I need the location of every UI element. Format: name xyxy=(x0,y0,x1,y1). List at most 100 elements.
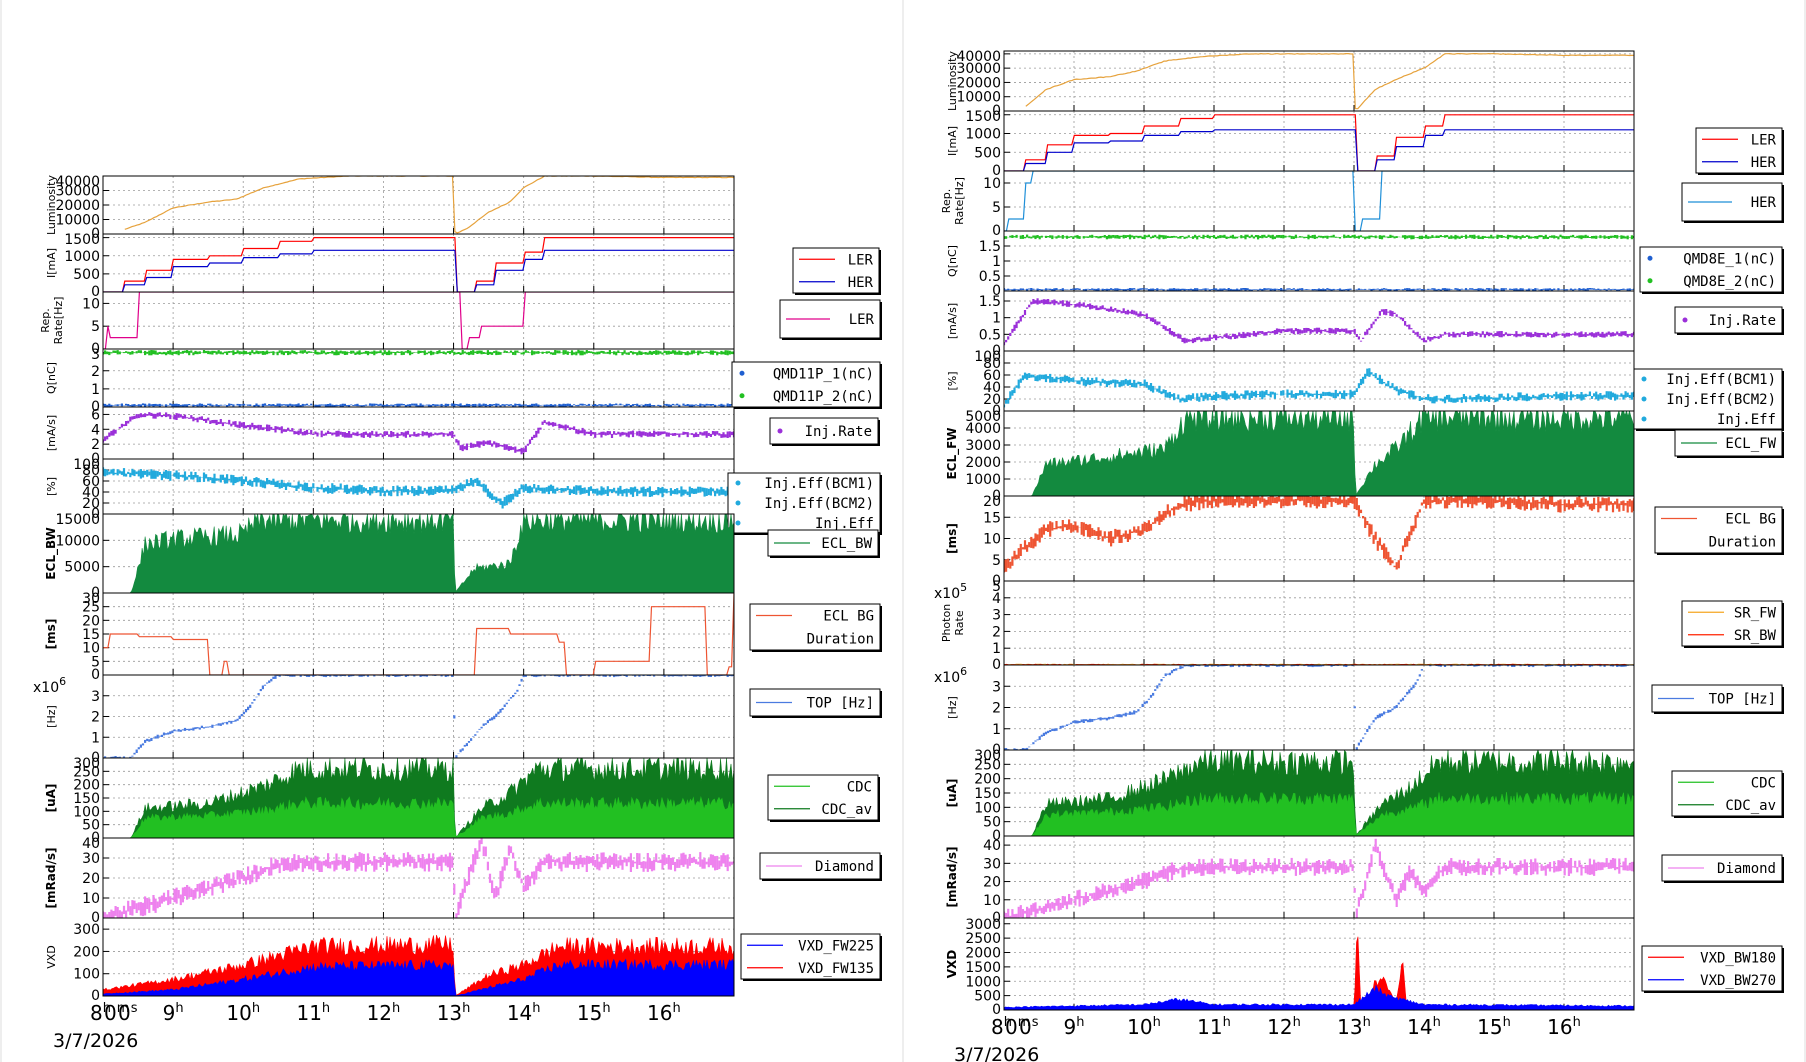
y-tick-label: 500 xyxy=(974,989,1001,1005)
series-eclbg-0 xyxy=(103,593,734,675)
x-tick-label: 10h xyxy=(1127,1015,1161,1039)
y-axis-label: [%] xyxy=(45,477,58,496)
y-tick-label: 4000 xyxy=(965,421,1001,437)
x-tick-label: 0s xyxy=(118,1001,138,1025)
y-tick-label: 1000 xyxy=(64,249,100,265)
y-multiplier: x106 xyxy=(934,665,967,686)
y-axis-label: [mA/s] xyxy=(45,415,58,451)
y-tick-label: 40 xyxy=(983,380,1001,396)
y-tick-label: 0 xyxy=(91,750,100,766)
legend-vxd: VXD_FW225 VXD_FW135 xyxy=(740,933,882,981)
legend-label: Inj.Eff xyxy=(815,516,874,532)
y-tick-label: 100 xyxy=(974,349,1001,365)
panel-frame xyxy=(102,348,735,408)
series-eff-0 xyxy=(103,467,734,509)
series-cdc-1 xyxy=(103,796,734,838)
legend-label: ECL BG xyxy=(1725,512,1776,528)
legend-label: Inj.Eff(BCM1) xyxy=(1666,372,1776,388)
y-tick-label: 2000 xyxy=(965,455,1001,471)
y-tick-label: 20 xyxy=(983,392,1001,408)
y-tick-label: 1 xyxy=(992,254,1001,270)
y-tick-label: 1000 xyxy=(965,974,1001,990)
series-q-1 xyxy=(1004,234,1634,240)
y-tick-label: 0 xyxy=(91,226,100,242)
panel-frame xyxy=(102,917,735,997)
y-axis-label: Rate[Hz] xyxy=(52,297,65,345)
y-axis-label: Rep. xyxy=(39,308,52,332)
series-vxd-1 xyxy=(103,958,734,996)
y-tick-label: 150 xyxy=(73,791,100,807)
y-tick-label: 300 xyxy=(73,756,100,772)
y-tick-label: 15000 xyxy=(55,512,100,528)
legend-label: LER xyxy=(1751,132,1777,148)
y-tick-label: 15 xyxy=(82,627,100,643)
y-tick-label: 0 xyxy=(992,742,1001,758)
y-tick-label: 500 xyxy=(73,267,100,283)
series-inj-0 xyxy=(103,412,734,455)
legend-vxd: VXD_BW180 VXD_BW270 xyxy=(1641,945,1784,993)
series-cur-0 xyxy=(1004,114,1634,171)
legend-label: VXD_BW180 xyxy=(1700,950,1776,966)
legend-rep: LER xyxy=(779,299,882,340)
y-axis-label: [ms] xyxy=(44,619,58,650)
legend-label: Diamond xyxy=(815,859,874,875)
panel-frame xyxy=(1003,50,1635,112)
y-multiplier: x106 xyxy=(33,675,66,696)
y-tick-label: 20 xyxy=(82,613,100,629)
series-q-1 xyxy=(103,349,734,356)
y-tick-label: 0 xyxy=(91,399,100,415)
panel-frame xyxy=(1003,580,1635,666)
y-tick-label: 0 xyxy=(992,223,1001,239)
legend-label: CDC xyxy=(847,779,872,795)
legend-dia: Diamond xyxy=(759,852,882,881)
y-tick-label: 5000 xyxy=(965,409,1001,425)
y-tick-label: 0 xyxy=(992,573,1001,589)
y-tick-label: 100 xyxy=(974,800,1001,816)
legend-eff: Inj.Eff(BCM1) Inj.Eff(BCM2) Inj.Eff xyxy=(727,472,882,535)
y-tick-label: 40 xyxy=(82,485,100,501)
series-cur-1 xyxy=(103,249,734,292)
y-tick-label: 4 xyxy=(992,591,1001,607)
legend-cur: LER HER xyxy=(792,247,881,295)
y-tick-label: 10 xyxy=(983,532,1001,548)
y-axis-label: [mRad/s] xyxy=(945,847,959,908)
series-rep-0 xyxy=(103,292,734,349)
y-tick-label: 3000 xyxy=(965,438,1001,454)
legend-label: TOP [Hz] xyxy=(1709,692,1776,708)
legend-label: LER xyxy=(848,252,874,268)
legend-label: Inj.Rate xyxy=(1709,313,1776,329)
y-axis-label: Luminosity xyxy=(45,175,58,235)
y-tick-label: 200 xyxy=(73,944,100,960)
legend-label: Inj.Eff(BCM2) xyxy=(1666,392,1776,408)
x-tick-label: 12h xyxy=(1267,1015,1301,1039)
x-tick-label: 9h xyxy=(1064,1015,1085,1039)
panel-q: 1.510.50 Q[nC] QMD8E_1(nC) QMD8E_2(nC) xyxy=(946,230,1784,299)
legend-rep: HER xyxy=(1681,182,1784,223)
panel-eclbw: 15000 10000 5000 0 ECL_BW ECL_BW xyxy=(44,512,880,601)
panel-frame xyxy=(1003,110,1635,172)
legend-label: Inj.Eff xyxy=(1717,412,1776,428)
y-tick-label: 150 xyxy=(974,786,1001,802)
y-tick-label: 0 xyxy=(992,103,1001,119)
series-cdc-1 xyxy=(1004,790,1634,836)
legend-cur: LER HER xyxy=(1695,127,1784,175)
y-multiplier: x105 xyxy=(934,581,967,602)
panel-frame xyxy=(102,233,735,293)
date-label: 3/7/2026 xyxy=(954,1044,1039,1062)
series-cur-1 xyxy=(1004,129,1634,171)
panel-vxd: 300 200 100 0 VXD VXD_FW225 VXD_FW135 xyxy=(45,917,882,1004)
y-tick-label: 0 xyxy=(992,403,1001,419)
y-tick-label: 1 xyxy=(91,730,100,746)
y-tick-label: 0 xyxy=(91,988,100,1004)
x-tick-label: 14h xyxy=(1407,1015,1441,1039)
panel-frame xyxy=(102,291,735,350)
